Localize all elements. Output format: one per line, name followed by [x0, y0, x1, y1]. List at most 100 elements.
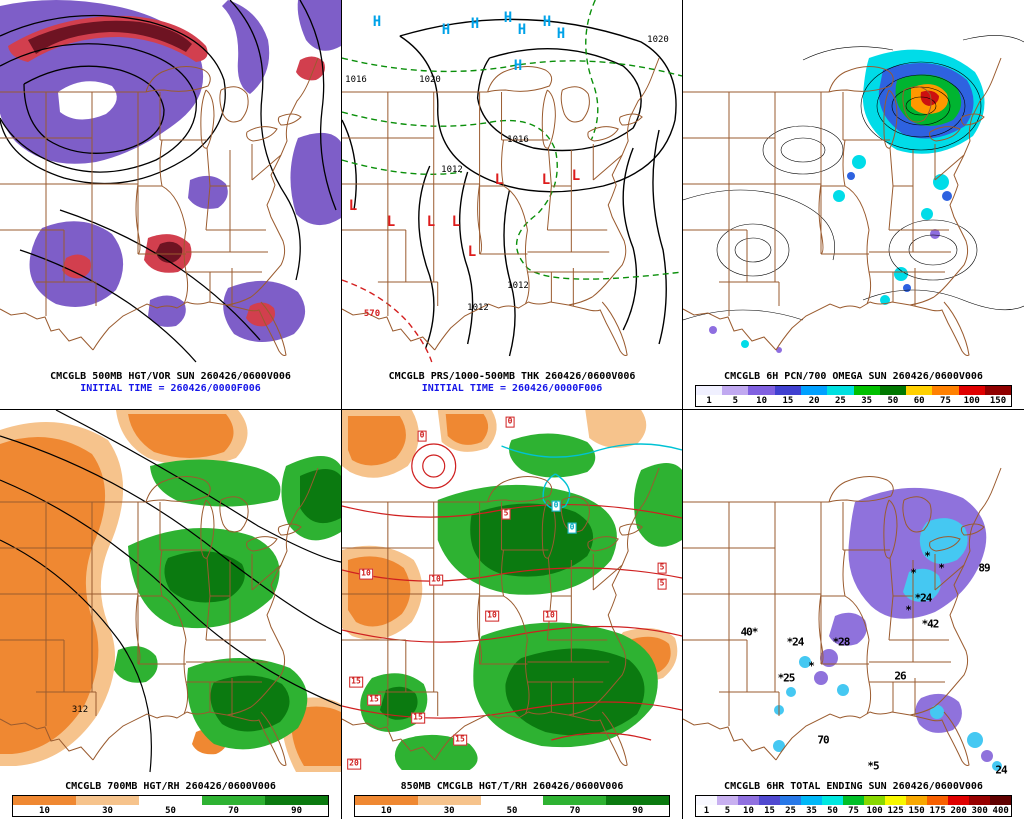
color-scale-precip-omega: 1 5 10 15 20 25 35 50 60 75 100 150: [694, 385, 1013, 407]
scale-cell: 90: [606, 796, 670, 816]
map-annotation: L: [451, 214, 461, 230]
map-annotation: 15: [411, 712, 425, 724]
caption-6hr-total: CMCGLB 6HR TOTAL ENDING SUN 260426/0600V…: [683, 779, 1024, 819]
map-annotation: H: [556, 26, 566, 42]
omega-map-art: [683, 35, 1024, 356]
scale-cell: 50: [480, 796, 544, 816]
map-annotation: H: [503, 10, 513, 26]
initial-time-label: INITIAL TIME = 260426/0000F006: [421, 383, 603, 394]
panel-title: CMCGLB PRS/1000-500MB THK 260426/0600V00…: [388, 371, 636, 382]
annotations-6hr-total: * * * 89 *24 *42 * 26 40* *24 *28 *25 * 70 *5 24: [683, 410, 1024, 779]
color-scale-precip-total: 1 5 10 15 25 35 50 75 100 125 150 175 200 300 400: [694, 795, 1013, 817]
scale-cell: 150: [906, 796, 928, 816]
scale-cell: 10: [737, 796, 759, 816]
surface-map-art: [342, 0, 682, 363]
caption-surface: CMCGLB PRS/1000-500MB THK 260426/0600V00…: [342, 369, 682, 409]
scale-cell: 25: [780, 796, 802, 816]
panel-title: CMCGLB 500MB HGT/VOR SUN 260426/0600V006: [50, 371, 291, 382]
scale-cell: 400: [990, 796, 1012, 816]
scale-cell: 1: [695, 386, 723, 406]
map-annotation: 1016: [507, 135, 529, 145]
map-annotation: L: [541, 172, 551, 188]
map-annotation: *25: [777, 671, 796, 685]
map-annotation: 20: [347, 758, 361, 770]
map-annotation: *: [924, 549, 931, 563]
panel-precip-omega[interactable]: CMCGLB 6H PCN/700 OMEGA SUN 260426/0600V…: [683, 0, 1024, 409]
scale-cell: 35: [801, 796, 823, 816]
omega-contours: [683, 35, 1024, 321]
scale-cell: 70: [543, 796, 607, 816]
scale-cell: 75: [843, 796, 865, 816]
panel-title: CMCGLB 6H PCN/700 OMEGA SUN 260426/0600V…: [724, 371, 983, 382]
map-annotation: L: [467, 244, 477, 260]
scale-cell: 5: [722, 386, 749, 406]
vorticity-spiral-core: [58, 81, 117, 120]
map-annotation: 10: [359, 568, 373, 580]
scale-cell: 100: [958, 386, 985, 406]
panel-6hr-total-precip[interactable]: * * * 89 *24 *42 * 26 40* *24 *28 *25 * 70 *5 24 CMCGLB…: [683, 410, 1024, 819]
precip-total-shading: [773, 487, 1002, 771]
map-annotation: 0: [417, 430, 427, 442]
panel-850mb[interactable]: 0 0 5 0 0 10 10 10 10 5 5 15 15 15 15 20 850MB CMCGLB H…: [342, 410, 682, 819]
scale-cell: 90: [265, 796, 329, 816]
scale-cell: 35: [853, 386, 880, 406]
map-annotation: *: [808, 659, 815, 673]
map-annotation: *28: [832, 635, 851, 649]
caption-850: 850MB CMCGLB HGT/T/RH 260426/0600V006 10…: [342, 779, 682, 819]
panel-title: CMCGLB 6HR TOTAL ENDING SUN 260426/0600V…: [724, 781, 983, 792]
annotations-500mb: [0, 0, 341, 369]
caption-700rh: CMCGLB 700MB HGT/RH 260426/0600V006 10 30…: [0, 779, 341, 819]
map-annotation: 10: [543, 610, 557, 622]
scale-cell: 1: [695, 796, 717, 816]
scale-cell: 200: [948, 796, 970, 816]
annotations-850: 0 0 5 0 0 10 10 10 10 5 5 15 15 15 15 20: [342, 410, 682, 779]
map-annotation: 15: [453, 734, 467, 746]
map-500mb-vorticity: [0, 0, 341, 369]
panel-500mb-vorticity[interactable]: CMCGLB 500MB HGT/VOR SUN 260426/0600V006…: [0, 0, 341, 409]
map-annotation: 1020: [647, 35, 669, 45]
vorticity-map-art: [0, 0, 341, 363]
map-precip-omega: [683, 0, 1024, 369]
scale-cell: 15: [774, 386, 801, 406]
caption-omega: CMCGLB 6H PCN/700 OMEGA SUN 260426/0600V…: [683, 369, 1024, 409]
panel-surface-thickness[interactable]: H H H H H H H H L L L L L L L L 1016 1020 1020 1016 1012 1012…: [342, 0, 682, 409]
map-700mb-rh: 312: [0, 410, 341, 779]
isobar-contours: [342, 18, 677, 357]
map-annotation: 312: [71, 705, 89, 715]
map-annotation: 24: [995, 763, 1007, 777]
map-annotation: 15: [349, 676, 363, 688]
panel-700mb-rh[interactable]: 312 CMCGLB 700MB HGT/RH 260426/0600V006 …: [0, 410, 341, 819]
panel-title: 850MB CMCGLB HGT/T/RH 260426/0600V006: [400, 781, 624, 792]
color-scale-rh850: 10 30 50 70 90: [353, 795, 671, 817]
map-annotation: 5: [501, 508, 511, 520]
map-annotation: L: [571, 168, 581, 184]
map-annotation: 10: [485, 610, 499, 622]
map-annotation: 0: [505, 416, 515, 428]
map-annotation: 70: [817, 733, 829, 747]
scale-cell: 10: [748, 386, 775, 406]
map-annotation: *: [905, 603, 912, 617]
annotations-700rh: 312: [0, 410, 341, 779]
map-annotation: *: [938, 561, 945, 575]
map-annotation: 0: [551, 500, 561, 512]
map-surface-thickness: H H H H H H H H L L L L L L L L 1016 1020 1020 1016 1012 1012…: [342, 0, 682, 369]
scale-cell: 125: [885, 796, 907, 816]
map-annotation: 15: [367, 694, 381, 706]
scale-cell: 30: [75, 796, 139, 816]
map-annotation: L: [386, 214, 396, 230]
scale-cell: 175: [927, 796, 949, 816]
map-annotation: *24: [786, 635, 805, 649]
map-annotation: 89: [978, 561, 990, 575]
map-annotation: H: [372, 14, 382, 30]
scale-cell: 30: [417, 796, 481, 816]
scale-cell: 15: [758, 796, 780, 816]
map-annotation: 5: [657, 578, 667, 590]
map-annotation: 1012: [441, 165, 463, 175]
scale-cell: 10: [12, 796, 76, 816]
precip-total-map-art: [683, 467, 1002, 771]
rh700-map-art: [0, 410, 341, 773]
annotations-omega: [683, 0, 1024, 369]
rh-orange: [0, 414, 341, 766]
map-annotation: H: [513, 58, 523, 74]
